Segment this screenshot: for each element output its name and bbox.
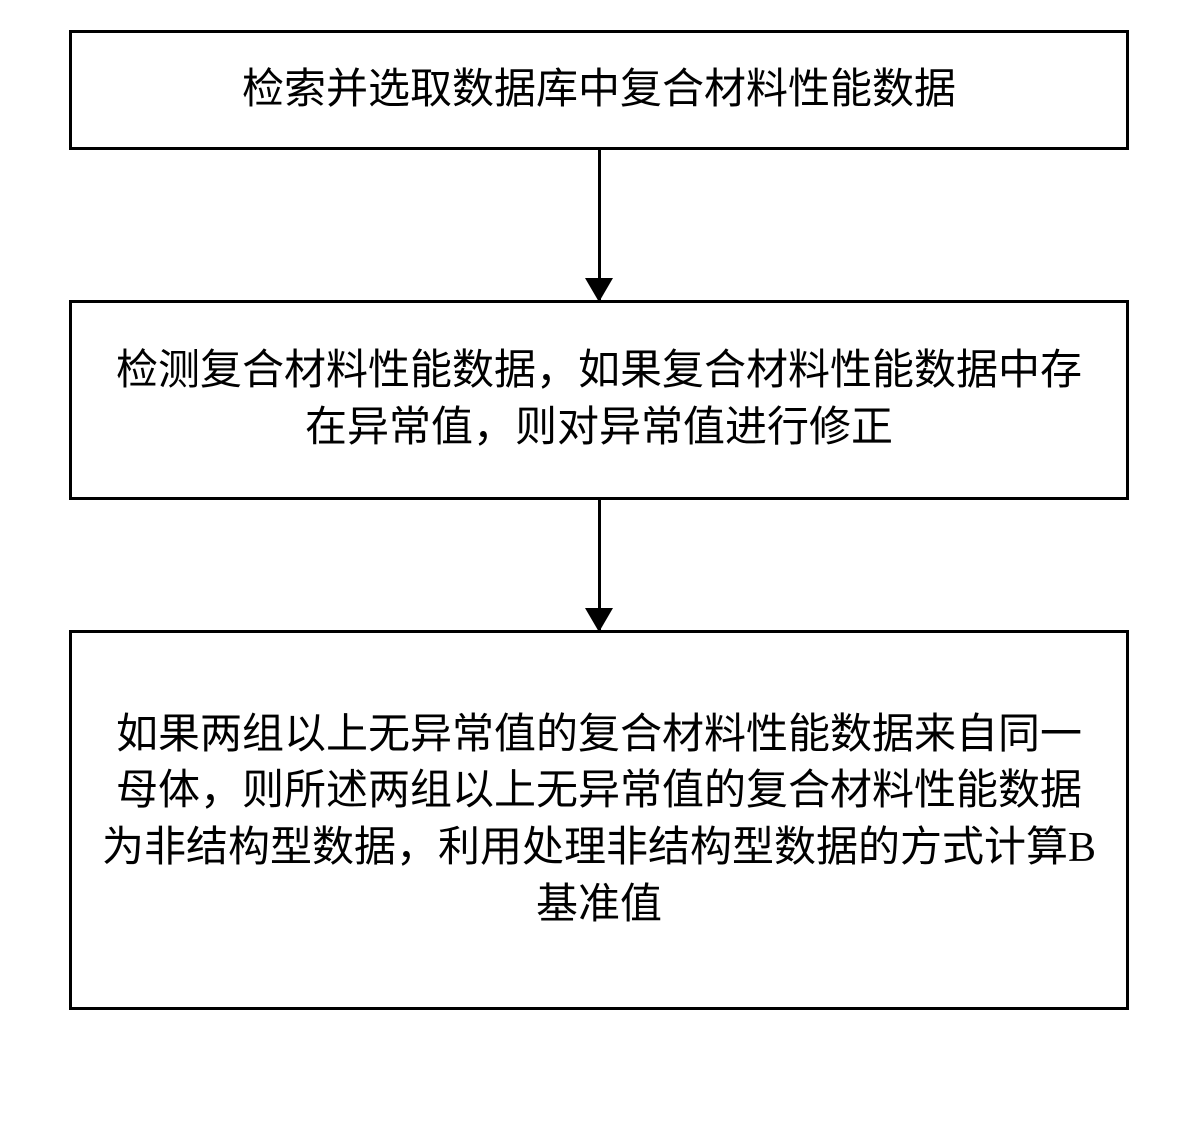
flow-step-1-text: 检索并选取数据库中复合材料性能数据: [242, 62, 956, 119]
flow-step-3-text: 如果两组以上无异常值的复合材料性能数据来自同一母体，则所述两组以上无异常值的复合…: [96, 707, 1102, 934]
flow-arrow-1: [598, 150, 601, 300]
flowchart-container: 检索并选取数据库中复合材料性能数据 检测复合材料性能数据，如果复合材料性能数据中…: [69, 30, 1129, 1010]
flow-step-1: 检索并选取数据库中复合材料性能数据: [69, 30, 1129, 150]
flow-arrow-2: [598, 500, 601, 630]
flow-step-3: 如果两组以上无异常值的复合材料性能数据来自同一母体，则所述两组以上无异常值的复合…: [69, 630, 1129, 1010]
flow-step-2-text: 检测复合材料性能数据，如果复合材料性能数据中存在异常值，则对异常值进行修正: [96, 343, 1102, 456]
flow-step-2: 检测复合材料性能数据，如果复合材料性能数据中存在异常值，则对异常值进行修正: [69, 300, 1129, 500]
